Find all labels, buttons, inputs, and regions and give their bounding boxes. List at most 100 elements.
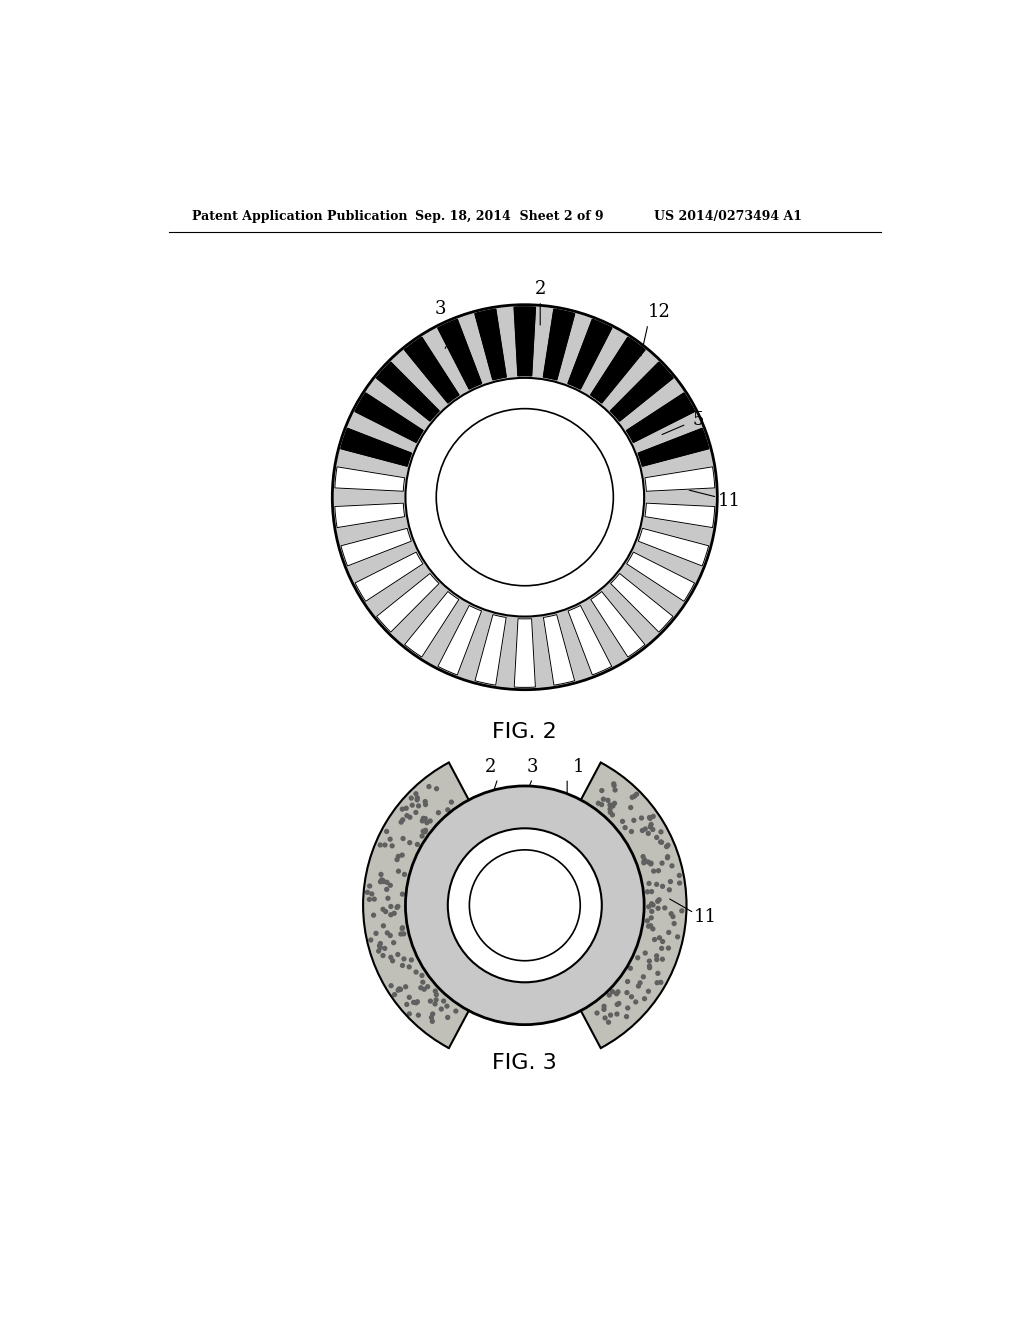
Circle shape [450,800,454,804]
Circle shape [421,829,425,833]
Circle shape [663,906,667,909]
Circle shape [385,931,389,935]
Circle shape [649,902,653,906]
Circle shape [370,892,374,896]
Circle shape [596,801,600,805]
Text: FIG. 3: FIG. 3 [493,1053,557,1073]
Circle shape [378,945,382,949]
Circle shape [647,816,651,820]
Circle shape [660,861,664,865]
Text: FIG. 2: FIG. 2 [493,722,557,742]
Circle shape [421,981,425,985]
Circle shape [642,858,646,862]
Circle shape [680,909,684,912]
Circle shape [626,1006,630,1010]
Wedge shape [438,606,481,675]
Circle shape [402,873,407,876]
Circle shape [667,946,671,950]
Circle shape [595,1011,599,1015]
Circle shape [396,854,400,858]
Wedge shape [568,319,611,389]
Circle shape [666,855,670,859]
Circle shape [649,916,653,920]
Circle shape [645,890,649,894]
Circle shape [422,816,425,820]
Text: 2: 2 [484,758,496,776]
Circle shape [649,890,653,894]
Circle shape [658,981,663,985]
Circle shape [646,924,650,928]
Circle shape [606,799,610,803]
Circle shape [651,903,655,907]
Wedge shape [335,503,404,528]
Circle shape [436,409,613,586]
Circle shape [678,882,682,884]
Circle shape [646,861,650,863]
Circle shape [615,1012,618,1016]
Circle shape [406,785,644,1024]
Circle shape [377,949,381,953]
Circle shape [379,941,382,945]
Wedge shape [591,338,645,403]
Circle shape [417,804,421,808]
Circle shape [424,829,427,832]
Circle shape [383,946,387,950]
Wedge shape [645,503,715,528]
Circle shape [372,913,376,917]
Circle shape [388,933,392,937]
Circle shape [369,939,373,942]
Circle shape [389,913,393,916]
Circle shape [630,995,634,999]
Circle shape [439,1007,443,1011]
Wedge shape [406,800,524,1011]
Circle shape [656,972,659,975]
Wedge shape [404,591,459,657]
Circle shape [635,792,639,796]
Wedge shape [610,573,673,632]
Wedge shape [544,309,574,380]
Circle shape [659,830,663,834]
Circle shape [654,836,658,840]
Circle shape [659,946,664,950]
Circle shape [400,808,404,810]
Circle shape [643,997,646,1001]
Circle shape [600,788,604,792]
Circle shape [420,834,424,838]
Circle shape [421,818,424,822]
Circle shape [396,904,399,908]
Wedge shape [377,573,439,632]
Text: 12: 12 [648,304,671,321]
Circle shape [671,915,675,919]
Circle shape [420,974,424,977]
Circle shape [434,993,438,997]
Circle shape [646,990,650,993]
Circle shape [410,796,414,800]
Text: Patent Application Publication: Patent Application Publication [193,210,408,223]
Circle shape [419,986,423,990]
Circle shape [651,828,654,832]
Wedge shape [514,619,536,688]
Circle shape [643,828,647,830]
Circle shape [603,1016,607,1020]
Text: 5: 5 [692,412,703,429]
Circle shape [650,909,653,913]
Circle shape [612,801,616,805]
Circle shape [642,861,646,865]
Circle shape [391,958,394,962]
Wedge shape [514,308,536,376]
Circle shape [629,805,633,809]
Text: US 2014/0273494 A1: US 2014/0273494 A1 [654,210,802,223]
Circle shape [384,909,387,913]
Circle shape [378,944,381,948]
Circle shape [654,954,658,958]
Circle shape [649,861,653,865]
Circle shape [640,816,643,820]
Circle shape [395,858,399,862]
Circle shape [626,979,630,983]
Circle shape [415,799,419,801]
Circle shape [333,305,717,689]
Circle shape [431,1012,434,1016]
Circle shape [385,887,389,891]
Circle shape [647,960,651,964]
Circle shape [654,957,658,961]
